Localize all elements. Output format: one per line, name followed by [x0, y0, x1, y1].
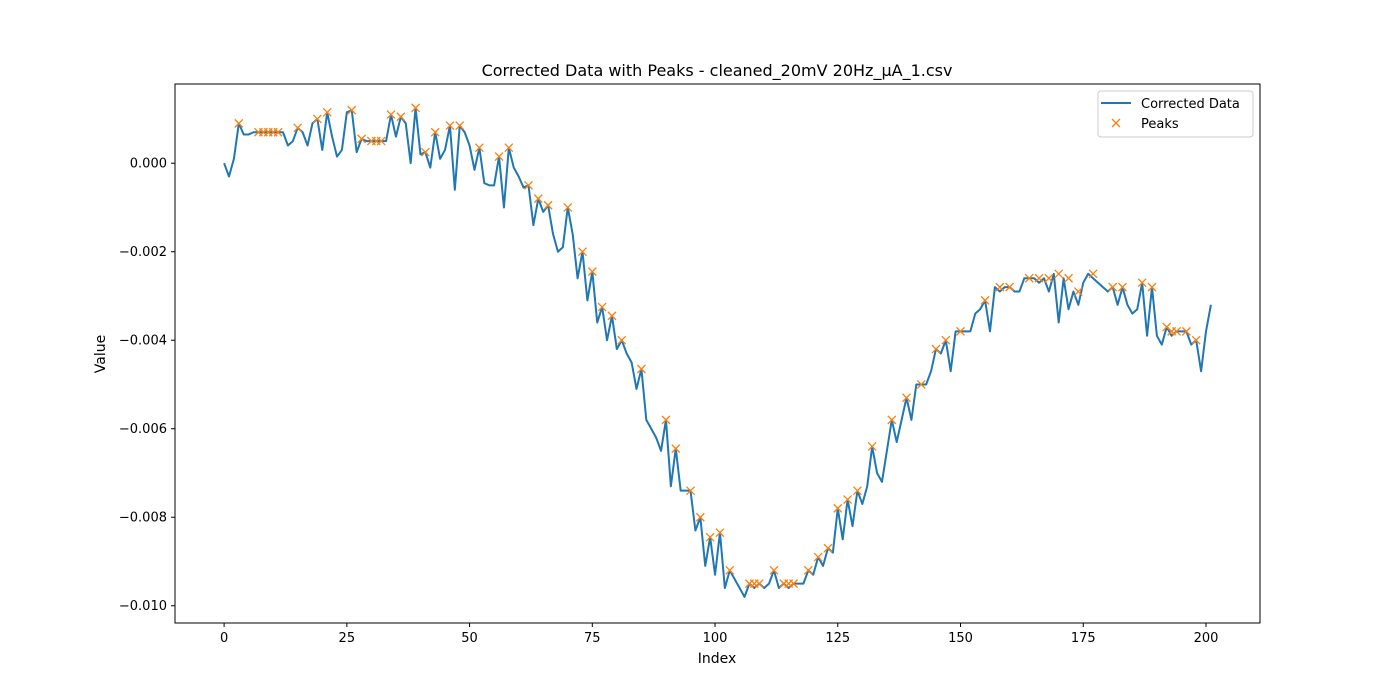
peak-marker — [671, 444, 681, 454]
peak-marker — [1044, 273, 1054, 283]
x-axis-label: Index — [698, 651, 737, 667]
peak-marker — [695, 512, 705, 522]
peak-marker — [504, 143, 514, 153]
peak-marker — [931, 344, 941, 354]
y-axis: 0.000 −0.002 −0.004 −0.006 −0.008 −0.010 — [119, 157, 175, 614]
peak-marker — [474, 143, 484, 153]
peak-marker — [1147, 282, 1157, 292]
peak-marker — [803, 565, 813, 575]
peak-marker — [686, 486, 695, 496]
peak-marker — [1108, 282, 1118, 292]
peak-marker — [312, 114, 322, 124]
peak-marker — [941, 335, 951, 345]
peak-marker — [1181, 326, 1191, 336]
peak-marker — [789, 579, 799, 589]
peak-marker — [533, 194, 543, 204]
y-tick-label: 0.000 — [130, 157, 167, 172]
y-tick-label: −0.004 — [119, 334, 167, 349]
peak-marker — [524, 180, 533, 190]
peak-marker — [813, 552, 823, 562]
x-tick-label: 175 — [1071, 631, 1096, 646]
x-tick-label: 50 — [461, 631, 478, 646]
peak-marker — [725, 565, 735, 575]
peak-marker — [852, 486, 862, 496]
peak-marker — [273, 127, 283, 137]
peak-marker — [1137, 278, 1147, 288]
peak-marker — [705, 532, 715, 542]
peak-marker — [543, 200, 553, 210]
peak-marker — [445, 121, 455, 131]
peak-marker — [661, 415, 671, 425]
peak-marker — [494, 152, 504, 162]
legend-label-peaks: Peaks — [1141, 117, 1179, 132]
peak-marker — [887, 415, 897, 425]
legend: Corrected Data Peaks — [1097, 90, 1254, 138]
legend-label-corrected-data: Corrected Data — [1141, 97, 1240, 112]
peak-marker — [322, 107, 332, 117]
peak-marker — [420, 147, 430, 157]
peak-marker — [587, 267, 597, 277]
peak-marker — [1054, 269, 1064, 279]
peak-marker — [455, 121, 465, 131]
x-tick-label: 25 — [339, 631, 356, 646]
chart-title: Corrected Data with Peaks - cleaned_20mV… — [482, 61, 953, 81]
y-tick-label: −0.010 — [119, 599, 167, 614]
peak-marker — [956, 326, 965, 336]
peak-marker — [1005, 282, 1015, 292]
x-tick-label: 200 — [1194, 631, 1219, 646]
peak-marker — [916, 380, 926, 389]
peak-marker — [1064, 273, 1073, 283]
peak-marker — [578, 247, 587, 257]
y-tick-label: −0.002 — [119, 245, 167, 260]
peak-marker — [1088, 269, 1098, 279]
peak-marker — [1191, 335, 1201, 345]
peak-marker — [1034, 273, 1044, 283]
peak-marker — [411, 103, 421, 113]
peak-marker — [1073, 287, 1083, 297]
y-axis-label: Value — [93, 335, 109, 373]
y-tick-label: −0.006 — [119, 422, 167, 437]
peak-marker — [357, 134, 367, 144]
x-tick-label: 100 — [703, 631, 728, 646]
peak-marker — [386, 110, 396, 119]
peak-marker — [980, 295, 990, 305]
peak-marker — [1118, 282, 1127, 292]
peak-marker — [754, 579, 764, 589]
peak-marker — [430, 127, 440, 137]
axes-frame — [174, 83, 1261, 624]
corrected-data-line — [223, 106, 1212, 598]
peak-marker — [902, 393, 911, 403]
plot-area — [223, 103, 1212, 598]
peak-marker — [843, 495, 853, 504]
peak-marker — [636, 364, 646, 374]
peak-marker — [293, 123, 303, 133]
y-tick-label: −0.008 — [119, 511, 167, 526]
peak-marker — [769, 565, 779, 575]
peak-marker — [995, 282, 1005, 292]
peak-marker — [347, 105, 357, 115]
peak-marker — [396, 112, 406, 122]
peak-marker — [823, 543, 833, 553]
x-tick-label: 0 — [220, 631, 228, 646]
peak-marker — [234, 118, 244, 128]
peak-marker — [563, 203, 573, 212]
peak-marker — [867, 441, 877, 451]
x-tick-label: 150 — [948, 631, 973, 646]
peak-marker — [376, 136, 386, 146]
x-tick-label: 75 — [584, 631, 601, 646]
x-axis: 0 25 50 75 100 125 150 175 200 — [220, 623, 1218, 646]
x-tick-label: 125 — [825, 631, 850, 646]
peak-marker — [715, 528, 725, 538]
legend-peak-marker — [1111, 118, 1121, 128]
peak-marker — [617, 335, 627, 345]
legend-box — [1097, 90, 1254, 138]
peak-marker — [607, 311, 617, 321]
peak-marker — [1172, 326, 1181, 336]
peak-marker — [833, 503, 843, 513]
peak-marker — [597, 302, 607, 312]
peak-marker — [1024, 273, 1034, 283]
